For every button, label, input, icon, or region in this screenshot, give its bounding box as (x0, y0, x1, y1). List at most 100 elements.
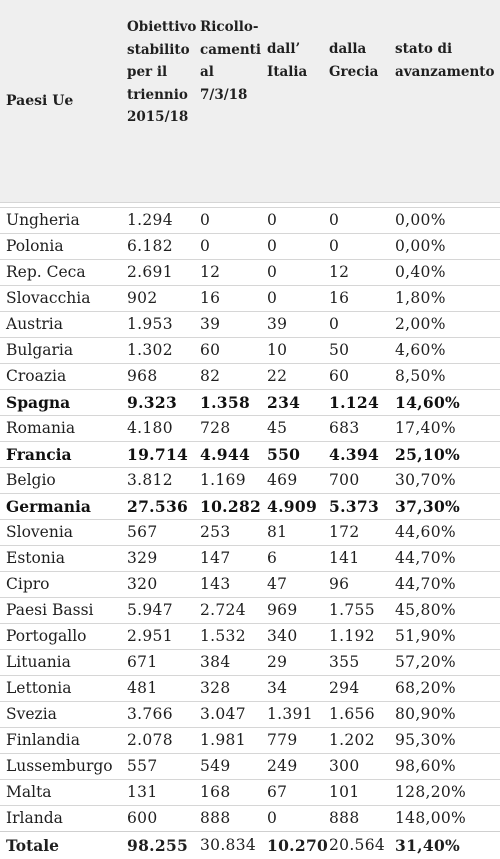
cell-ricollocamenti: 4.944 (198, 442, 265, 468)
cell-dalla-grecia: 1.656 (327, 702, 393, 728)
cell-country: Francia (0, 442, 125, 468)
cell-dall-italia: 29 (265, 650, 327, 676)
cell-stato: 8,50% (393, 364, 500, 390)
cell-dall-italia: 234 (265, 390, 327, 416)
cell-dall-italia: 45 (265, 416, 327, 442)
cell-stato: 30,70% (393, 468, 500, 494)
cell-dalla-grecia: 5.373 (327, 494, 393, 520)
header-stato-avanzamento: stato di avanzamento (393, 0, 500, 203)
cell-country: Austria (0, 312, 125, 338)
cell-dalla-grecia: 96 (327, 572, 393, 598)
cell-country: Svezia (0, 702, 125, 728)
cell-ricollocamenti: 1.532 (198, 624, 265, 650)
cell-dall-italia: 0 (265, 208, 327, 234)
cell-ricollocamenti: 2.724 (198, 598, 265, 624)
cell-obiettivo: 329 (125, 546, 198, 572)
cell-stato: 44,70% (393, 572, 500, 598)
cell-obiettivo: 5.947 (125, 598, 198, 624)
total-ricollocamenti: 30.834 (198, 832, 265, 859)
cell-dall-italia: 22 (265, 364, 327, 390)
cell-country: Lussemburgo (0, 754, 125, 780)
cell-dalla-grecia: 50 (327, 338, 393, 364)
cell-country: Ungheria (0, 208, 125, 234)
cell-ricollocamenti: 0 (198, 208, 265, 234)
cell-country: Rep. Ceca (0, 260, 125, 286)
cell-ricollocamenti: 82 (198, 364, 265, 390)
cell-obiettivo: 2.691 (125, 260, 198, 286)
cell-stato: 0,00% (393, 234, 500, 260)
total-dalla-grecia: 20.564 (327, 832, 393, 859)
cell-ricollocamenti: 384 (198, 650, 265, 676)
cell-ricollocamenti: 12 (198, 260, 265, 286)
cell-obiettivo: 1.294 (125, 208, 198, 234)
cell-obiettivo: 1.953 (125, 312, 198, 338)
cell-obiettivo: 27.536 (125, 494, 198, 520)
cell-dall-italia: 969 (265, 598, 327, 624)
cell-ricollocamenti: 10.282 (198, 494, 265, 520)
total-country: Totale (0, 832, 125, 859)
cell-dall-italia: 39 (265, 312, 327, 338)
cell-dalla-grecia: 1.124 (327, 390, 393, 416)
cell-stato: 4,60% (393, 338, 500, 364)
cell-stato: 1,80% (393, 286, 500, 312)
cell-country: Malta (0, 780, 125, 806)
cell-ricollocamenti: 1.169 (198, 468, 265, 494)
cell-stato: 95,30% (393, 728, 500, 754)
cell-dalla-grecia: 0 (327, 312, 393, 338)
cell-dalla-grecia: 172 (327, 520, 393, 546)
cell-country: Paesi Bassi (0, 598, 125, 624)
cell-obiettivo: 2.951 (125, 624, 198, 650)
cell-ricollocamenti: 328 (198, 676, 265, 702)
cell-country: Cipro (0, 572, 125, 598)
cell-obiettivo: 481 (125, 676, 198, 702)
cell-obiettivo: 968 (125, 364, 198, 390)
cell-ricollocamenti: 143 (198, 572, 265, 598)
cell-dalla-grecia: 16 (327, 286, 393, 312)
cell-obiettivo: 567 (125, 520, 198, 546)
cell-dall-italia: 10 (265, 338, 327, 364)
cell-dall-italia: 779 (265, 728, 327, 754)
cell-ricollocamenti: 549 (198, 754, 265, 780)
cell-country: Croazia (0, 364, 125, 390)
cell-country: Estonia (0, 546, 125, 572)
cell-obiettivo: 3.766 (125, 702, 198, 728)
cell-country: Bulgaria (0, 338, 125, 364)
cell-stato: 98,60% (393, 754, 500, 780)
cell-stato: 37,30% (393, 494, 500, 520)
cell-country: Lituania (0, 650, 125, 676)
cell-stato: 44,60% (393, 520, 500, 546)
cell-ricollocamenti: 39 (198, 312, 265, 338)
header-dalla-grecia: dalla Grecia (327, 0, 393, 203)
cell-country: Romania (0, 416, 125, 442)
cell-dalla-grecia: 1.192 (327, 624, 393, 650)
cell-stato: 68,20% (393, 676, 500, 702)
cell-country: Polonia (0, 234, 125, 260)
cell-ricollocamenti: 0 (198, 234, 265, 260)
cell-ricollocamenti: 16 (198, 286, 265, 312)
cell-dall-italia: 0 (265, 234, 327, 260)
cell-stato: 17,40% (393, 416, 500, 442)
cell-stato: 80,90% (393, 702, 500, 728)
cell-obiettivo: 2.078 (125, 728, 198, 754)
cell-stato: 25,10% (393, 442, 500, 468)
cell-stato: 0,00% (393, 208, 500, 234)
cell-ricollocamenti: 1.981 (198, 728, 265, 754)
cell-dalla-grecia: 12 (327, 260, 393, 286)
cell-dalla-grecia: 0 (327, 208, 393, 234)
cell-dalla-grecia: 294 (327, 676, 393, 702)
